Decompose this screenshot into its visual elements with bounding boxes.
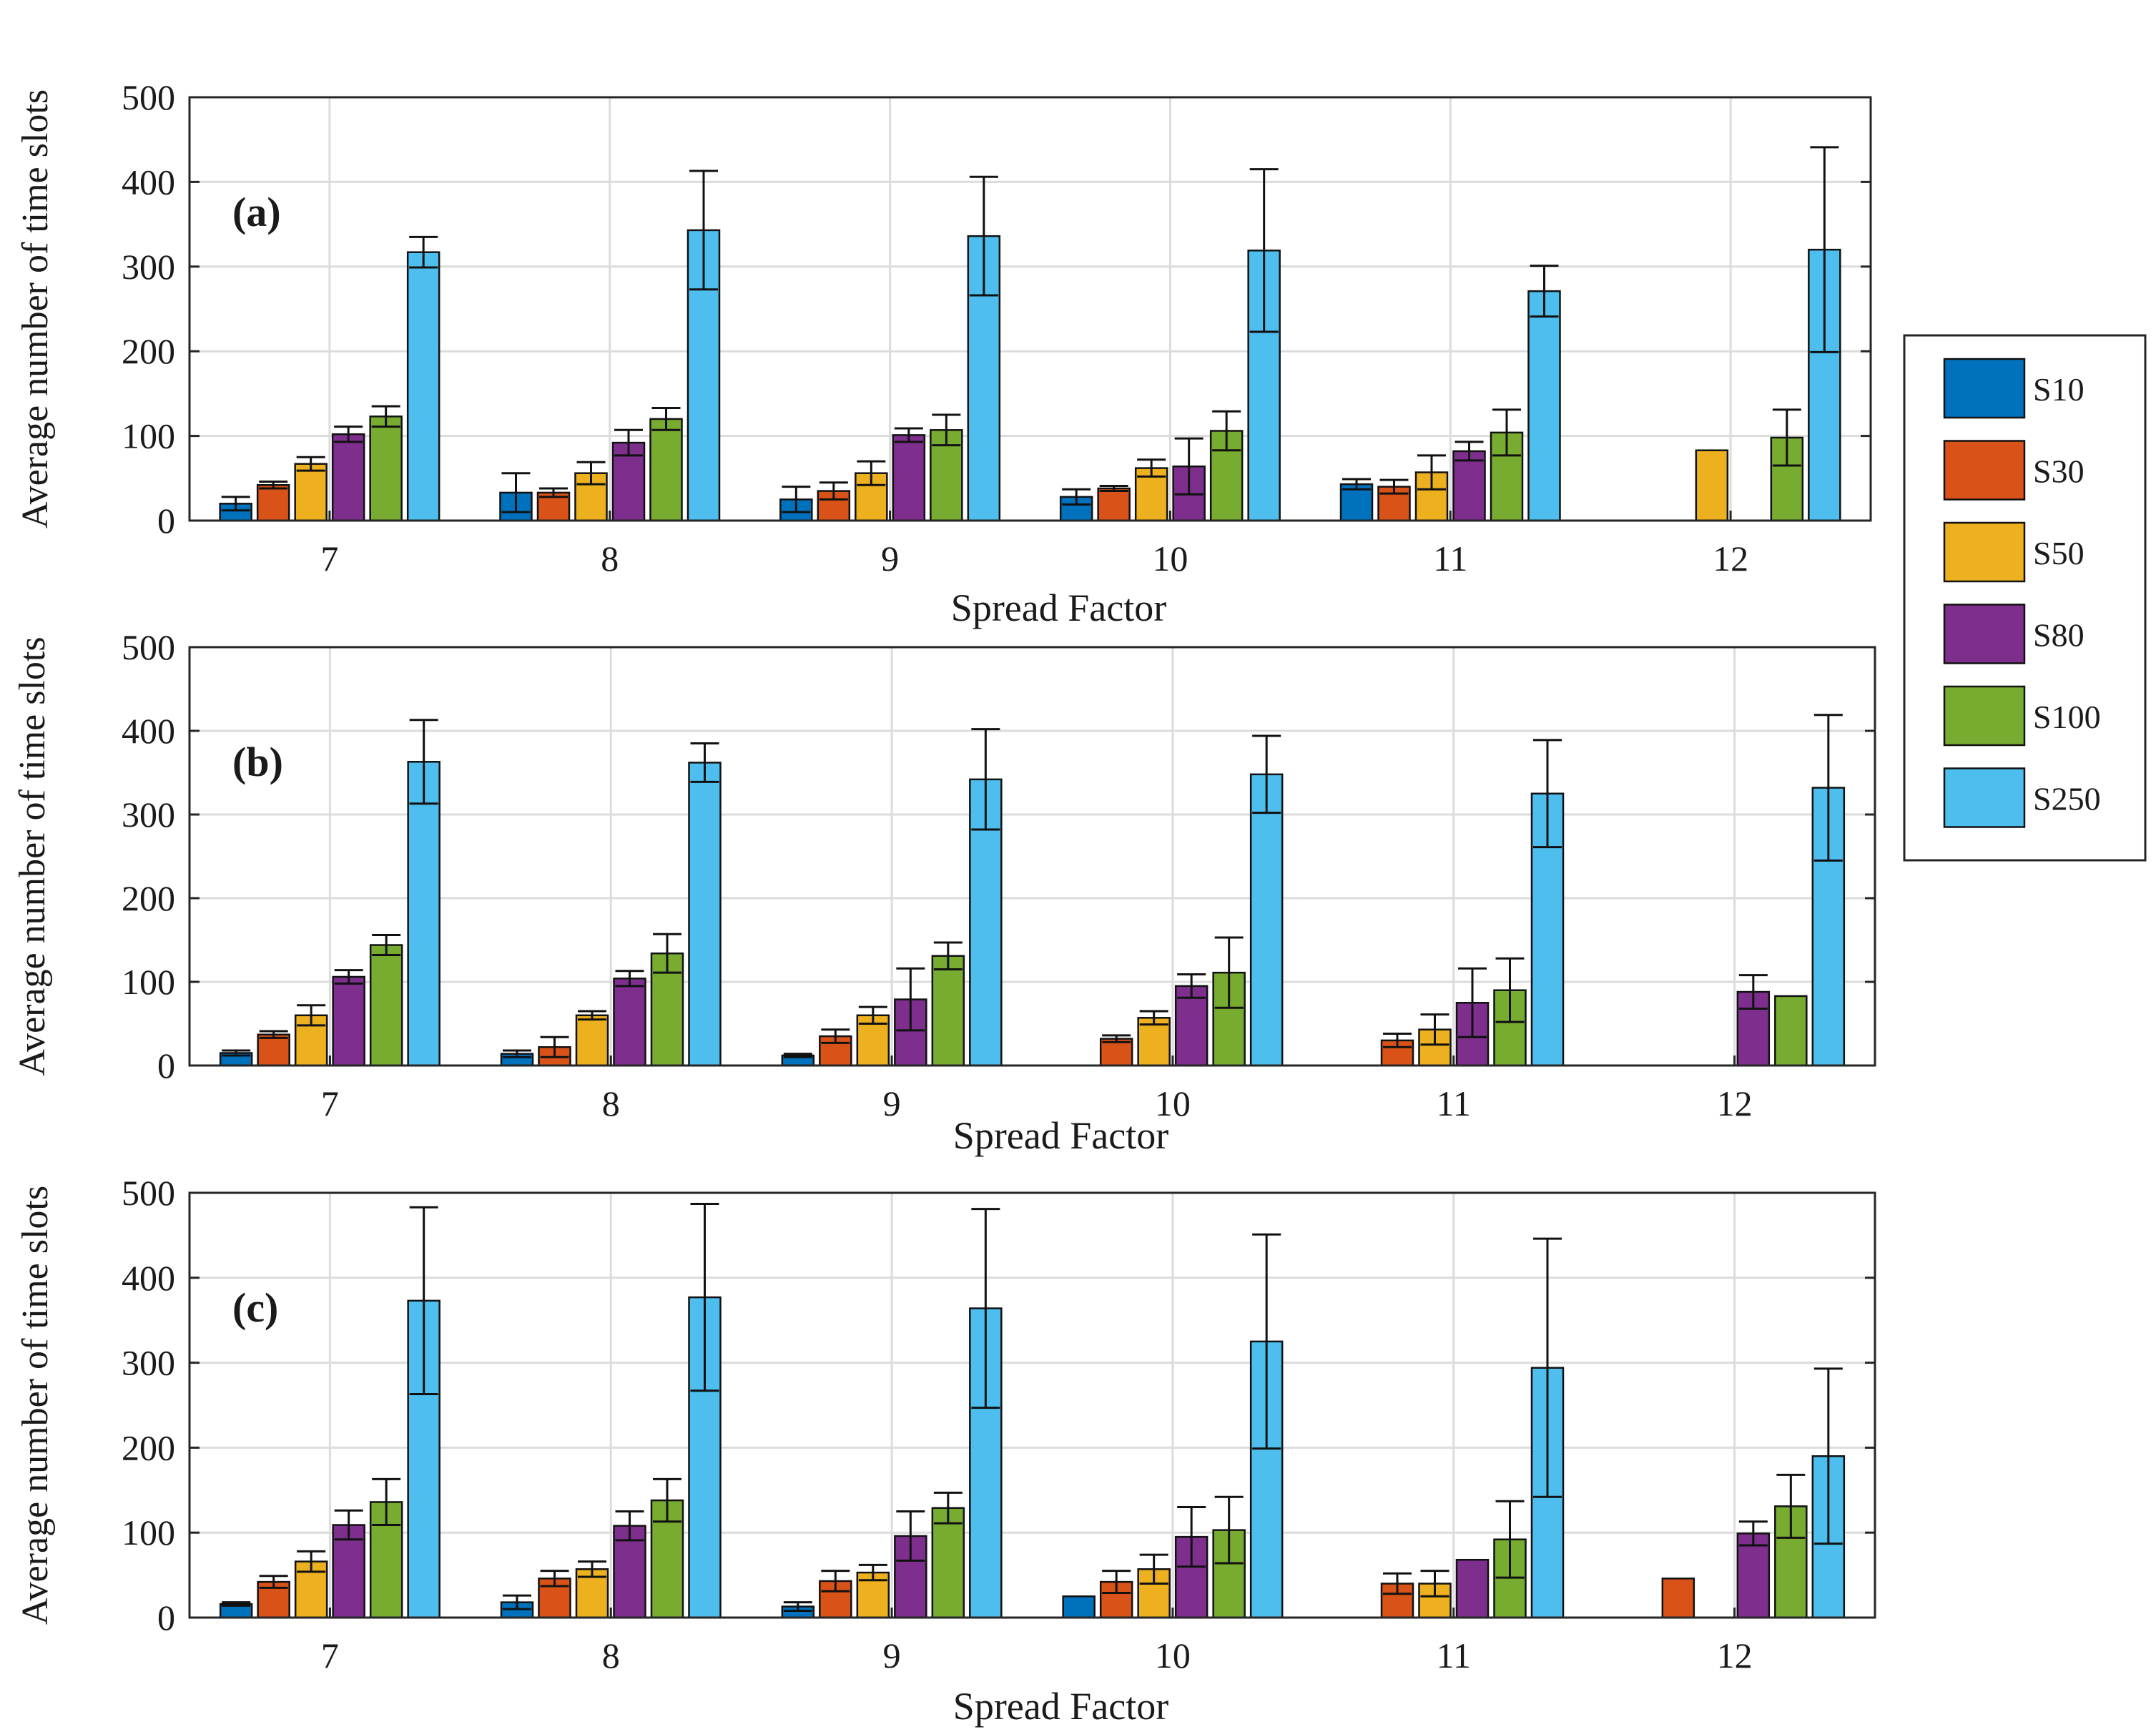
bar (688, 762, 722, 1067)
legend-swatch (1943, 767, 2026, 828)
bar (256, 484, 290, 522)
chart-panel: 0 100 200 300 400 500 7 8 9 10 11 12 Spread Factor Av… (15, 77, 1872, 629)
bar (1097, 487, 1131, 522)
y-tick-label: 200 (122, 878, 175, 918)
axes-box (188, 1191, 1876, 1619)
legend-label: S30 (2033, 453, 2084, 490)
x-tick-label: 12 (1713, 538, 1748, 579)
x-tick-label: 10 (1152, 538, 1188, 579)
y-tick-label: 100 (122, 416, 175, 456)
y-tick-label: 400 (122, 1258, 175, 1298)
plot-area (189, 97, 1871, 521)
bar (407, 761, 440, 1067)
y-tick-label: 300 (122, 247, 175, 287)
x-axis-label: Spread Factor (951, 586, 1166, 629)
bar (931, 955, 965, 1067)
y-tick-label: 300 (122, 794, 175, 835)
bar (1661, 1578, 1695, 1619)
y-tick-label: 0 (157, 1045, 175, 1086)
bar (649, 418, 683, 522)
bar (1455, 1558, 1490, 1619)
y-tick-label: 500 (122, 1173, 175, 1213)
y-tick-label: 200 (122, 1427, 175, 1467)
x-tick-label: 8 (602, 1083, 620, 1123)
bar (369, 415, 403, 522)
legend-label: S50 (2033, 535, 2084, 571)
legend-swatch (1943, 685, 2026, 747)
bar (1695, 449, 1729, 522)
legend-label: S250 (2033, 781, 2101, 817)
legend-swatch (1943, 604, 2026, 664)
panel-label: (a) (232, 189, 281, 235)
legend-swatch (1943, 440, 2026, 501)
y-tick-label: 100 (122, 1512, 175, 1553)
bar (332, 975, 365, 1067)
x-tick-label: 7 (321, 1083, 339, 1123)
x-tick-label: 11 (1437, 1635, 1471, 1676)
chart-panel: 0 100 200 300 400 500 7 8 9 10 11 12 Spread Factor Av… (12, 627, 1876, 1157)
legend-label: S100 (2033, 699, 2101, 735)
bar (369, 944, 403, 1067)
panel-label: (b) (232, 739, 283, 785)
panel-label: (c) (232, 1284, 278, 1331)
bar (892, 434, 926, 522)
legend-label: S10 (2033, 371, 2084, 408)
x-axis-label: Spread Factor (953, 1685, 1168, 1728)
y-tick-label: 500 (122, 627, 175, 667)
y-axis-label: Average number of time slots (12, 636, 53, 1076)
y-axis-label: Average number of time slots (15, 1186, 56, 1625)
bar (331, 433, 365, 522)
y-tick-label: 300 (122, 1343, 175, 1383)
y-tick-label: 100 (122, 962, 175, 1002)
chart-panel: 0 100 200 300 400 500 7 8 9 10 11 12 Spread Factor Av… (15, 1173, 1876, 1728)
axes-box (188, 96, 1872, 522)
legend: S10 S30 S50 S80 S100 S250 (1903, 334, 2147, 862)
y-tick-label: 0 (157, 501, 175, 541)
bar (1527, 290, 1561, 522)
x-tick-label: 9 (881, 538, 899, 579)
plot-area (189, 1193, 1875, 1618)
bar (1452, 450, 1486, 522)
x-tick-label: 11 (1437, 1083, 1471, 1123)
x-tick-label: 11 (1433, 538, 1467, 579)
x-tick-label: 12 (1717, 1083, 1753, 1123)
x-tick-label: 10 (1155, 1083, 1191, 1123)
y-tick-label: 400 (122, 162, 175, 202)
x-tick-label: 9 (883, 1635, 901, 1676)
y-tick-label: 500 (122, 77, 175, 117)
legend-swatch (1943, 358, 2026, 419)
bar (1736, 1532, 1771, 1619)
legend-label: S80 (2033, 617, 2084, 654)
y-tick-label: 200 (122, 331, 175, 371)
bar (1774, 995, 1808, 1067)
y-tick-label: 0 (157, 1598, 175, 1638)
legend-swatch (1943, 521, 2026, 583)
x-tick-label: 7 (321, 1635, 339, 1676)
bar (294, 463, 328, 522)
x-tick-label: 8 (602, 1635, 620, 1676)
bar (406, 251, 440, 522)
y-axis-label: Average number of time slots (15, 89, 56, 528)
y-tick-label: 400 (122, 711, 175, 751)
bar (931, 1507, 965, 1619)
x-tick-label: 8 (601, 538, 619, 579)
bar (1174, 985, 1209, 1067)
bar (257, 1033, 290, 1067)
bar (1249, 773, 1284, 1067)
x-tick-label: 10 (1155, 1635, 1191, 1676)
bar (575, 1014, 609, 1067)
x-tick-label: 7 (320, 538, 338, 579)
x-tick-label: 9 (883, 1083, 901, 1123)
bar (613, 978, 646, 1067)
x-tick-label: 12 (1717, 1635, 1753, 1676)
plot-area (189, 647, 1875, 1066)
x-axis-label: Spread Factor (953, 1114, 1168, 1157)
bar (1062, 1595, 1096, 1619)
axes-box (188, 646, 1876, 1067)
